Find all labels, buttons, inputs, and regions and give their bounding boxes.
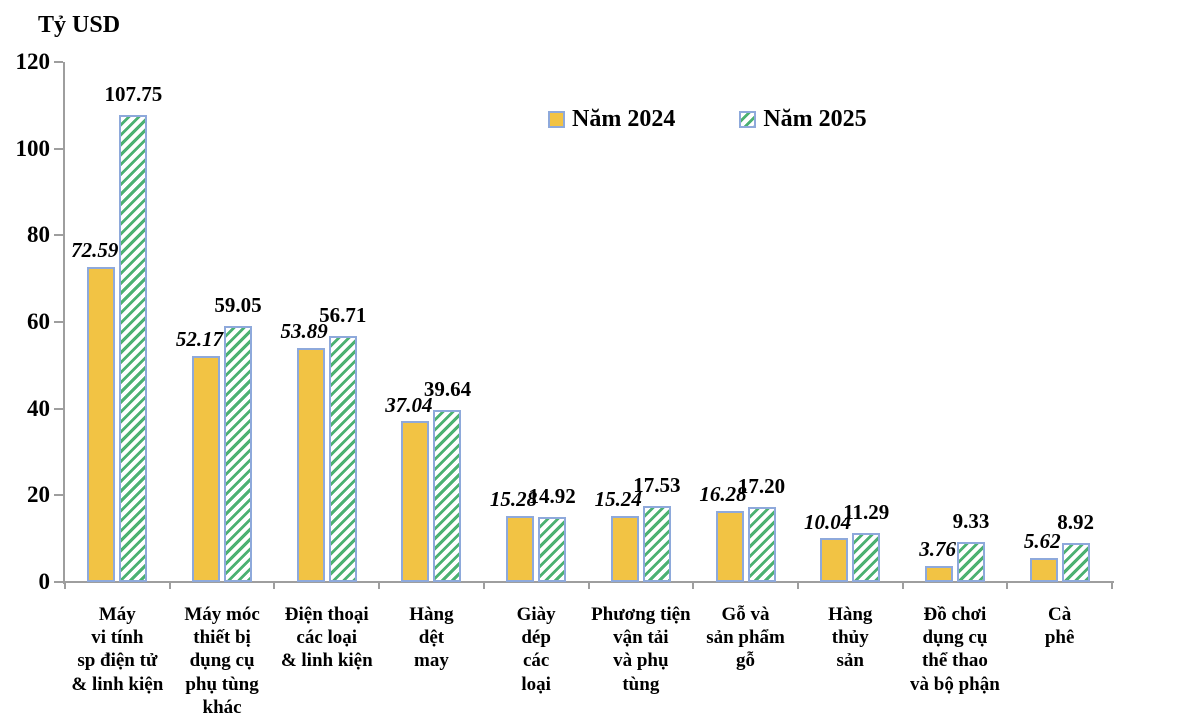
value-label-nam-2024: 72.59 [71,238,119,263]
value-label-nam-2024: 16.28 [699,482,747,507]
value-label-nam-2025: 17.20 [737,474,786,499]
bar-nam-2024 [715,511,744,582]
x-tick [1111,582,1113,589]
legend-item-nam-2024: Năm 2024 [548,106,675,133]
y-tick [54,61,63,63]
bar-nam-2025 [224,326,253,582]
x-axis-category-label: Gỗ và sản phẩm gỗ [706,604,785,672]
legend-label-nam-2025: Năm 2025 [763,106,867,132]
x-tick [901,582,904,589]
x-axis-category-label: Cà phê [1044,604,1075,649]
x-axis-category-label: Máy móc thiết bị dụng cụ phụ tùng khác [184,604,260,718]
bar-nam-2025 [119,115,148,582]
bar-nam-2025 [538,517,567,582]
bar-nam-2024 [820,538,849,582]
x-axis-category-label: Điện thoại các loại & linh kiện [280,604,373,672]
bar-nam-2024 [1029,557,1058,582]
y-tick [54,581,63,583]
bar-nam-2024 [610,515,639,582]
y-tick-label: 100 [15,135,51,161]
value-label-nam-2025: 56.71 [319,303,367,328]
value-label-nam-2024: 15.24 [594,486,642,511]
y-tick-label: 20 [27,482,50,508]
y-tick [54,407,63,410]
bar-nam-2024 [296,348,325,582]
y-axis-line [63,62,65,584]
x-tick [64,582,66,589]
value-label-nam-2025: 9.33 [952,508,990,533]
value-label-nam-2025: 17.53 [633,473,681,498]
value-label-nam-2025: 11.29 [843,500,890,525]
bar-nam-2025 [642,506,671,582]
x-tick [378,582,381,589]
value-label-nam-2024: 5.62 [1023,528,1061,553]
bar-nam-2025 [1061,543,1090,582]
x-axis-category-label: Máy vi tính sp điện tử & linh kiện [71,604,164,695]
bar-nam-2024 [192,355,221,582]
x-tick [482,582,485,589]
y-tick [54,494,63,497]
y-tick [54,321,63,323]
x-tick [1006,582,1009,589]
x-tick [796,582,799,589]
value-label-nam-2024: 3.76 [919,536,956,561]
x-axis-category-label: Giày dép các loại [516,604,556,695]
value-label-nam-2024: 15.28 [489,486,538,511]
legend-swatch-hatched-icon [739,111,757,128]
bar-nam-2024 [924,565,953,582]
bar-nam-2025 [956,541,985,582]
value-label-nam-2025: 59.05 [214,293,262,318]
x-axis-category-label: Hàng thủy sản [828,604,873,672]
bar-nam-2024 [401,421,430,582]
value-label-nam-2024: 52.17 [175,326,224,351]
bar-nam-2024 [506,515,535,582]
y-tick [54,147,63,150]
x-axis-category-label: Phương tiện vận tải và phụ tùng [591,604,691,695]
y-axis-unit-label: Tỷ USD [38,12,121,38]
bar-nam-2025 [747,507,776,582]
value-label-nam-2025: 8.92 [1057,510,1095,535]
value-label-nam-2024: 10.04 [804,509,852,534]
value-label-nam-2025: 14.92 [528,484,576,509]
bar-nam-2025 [852,533,881,582]
y-tick-label: 120 [15,49,51,74]
value-label-nam-2024: 37.04 [385,392,433,417]
x-tick [168,582,171,589]
x-axis-category-label: Hàng dệt may [409,604,454,672]
bar-nam-2024 [87,267,116,582]
x-axis-category-label: Đồ chơi dụng cụ thể thao và bộ phận [910,604,1000,695]
y-tick-label: 80 [27,222,50,248]
legend-swatch-solid-icon [548,111,565,128]
legend: Năm 2024 Năm 2025 [548,106,867,133]
x-tick [273,582,276,589]
value-label-nam-2025: 39.64 [423,377,472,402]
legend-label-nam-2024: Năm 2024 [572,106,676,132]
y-tick [54,234,63,237]
value-label-nam-2025: 107.75 [104,82,163,107]
x-tick [587,582,590,589]
value-label-nam-2024: 53.89 [280,319,328,344]
bar-nam-2025 [328,336,357,582]
bar-nam-2025 [433,410,462,582]
y-tick-label: 60 [27,309,50,334]
y-tick-label: 0 [38,569,51,594]
legend-item-nam-2025: Năm 2025 [739,106,867,133]
x-tick [692,582,695,589]
y-tick-label: 40 [27,395,50,421]
